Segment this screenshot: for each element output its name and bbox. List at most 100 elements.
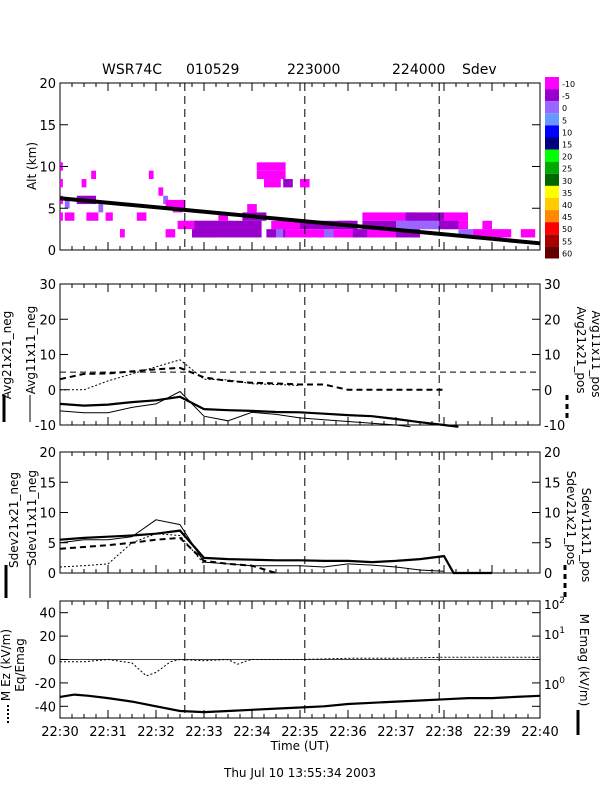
y-tick-label-right: -10 [544,419,565,434]
y-tick-label-right: 20 [544,313,561,328]
header-radar: WSR74C [102,62,162,78]
series-line-sdev11x11-pos [59,533,205,568]
altitude-cell [362,212,416,221]
colorbar-swatch [545,101,559,114]
colorbar-label: 50 [562,225,572,234]
y-tick-label: 20 [39,77,56,92]
tick-marks [59,82,541,718]
altitude-cell [396,220,411,230]
y-tick-label: 15 [39,119,56,134]
altitude-cell [60,179,63,188]
y-tick-label: -20 [35,677,56,692]
flight-track-line [59,196,541,246]
legend-swatches [2,395,580,735]
y-tick-label-right: 10 [544,507,561,522]
altitude-cell [439,220,459,230]
altitude-cell [482,220,492,230]
altitude-cell [410,220,440,230]
y-tick-label: 0 [48,384,56,399]
y-tick-label-right: 10 [544,349,561,364]
x-tick-label: 22:40 [521,725,558,740]
altitude-cell [324,229,334,238]
altitude-cell [177,220,197,230]
colorbar-label: 40 [562,201,572,210]
x-tick-label: 22:32 [137,725,174,740]
colorbar-label: 20 [562,153,572,162]
series-line-eq-emag [60,656,540,677]
altitude-cell [60,212,63,221]
altitude-cell [300,179,310,188]
colorbar-swatch [545,185,559,198]
colorbar-label: 60 [562,249,572,258]
sdev-right-label-2: Sdev11x11_pos [579,488,593,583]
colorbar-label: -10 [562,80,575,89]
y-tick-label: 5 [48,537,56,552]
y-tick-label: 40 [39,607,56,622]
y-tick-label-log: 102 [544,596,565,612]
avg-left-label-2: Avg11x11_neg [24,306,38,394]
colorbar-swatch [545,246,559,259]
footer-timestamp: Thu Jul 10 13:55:34 2003 [223,766,376,780]
altitude-cell [81,179,87,188]
series-line-avg11x11-neg [59,390,411,428]
sdev-left-label-2: Sdev11x11_neg [25,470,39,566]
tick-labels: 05101520-10010203005101520-40-2002040-10… [35,77,566,740]
y-tick-label-right: 15 [544,476,561,491]
y-tick-label: 0 [48,567,56,582]
altitude-cell [283,179,293,188]
altitude-cell [405,212,444,221]
series-line-sdev21x21-pos [59,536,277,574]
y-tick-label: 20 [39,630,56,645]
colorbar-swatch [545,137,559,150]
x-tick-label: 22:33 [185,725,222,740]
colorbar-label: -5 [562,92,570,101]
series-line-avg21x21-pos [59,366,444,391]
series-line-avg21x21-neg [59,395,459,428]
x-tick-label: 22:38 [425,725,462,740]
panel-avg-frame [59,283,541,426]
colorbar-label: 55 [562,237,572,246]
avg-right-label-2: Avg11x11_pos [589,310,600,397]
altitude-ylabel: Alt (km) [25,142,39,190]
colorbar-swatch [545,161,559,174]
altitude-cell [520,229,536,238]
altitude-cell [91,170,96,180]
altitude-cell [276,229,284,238]
header-date: 010529 [186,62,239,78]
colorbar-swatch [545,173,559,186]
y-tick-label: -10 [35,419,56,434]
event-markers [184,83,440,718]
altitude-cell [148,170,154,180]
altitude-cell [458,229,473,238]
series-line-sdev11x11-neg [59,519,445,572]
altitude-cell [165,229,176,238]
y-tick-label-right: 20 [544,446,561,461]
x-tick-label: 22:36 [329,725,366,740]
colorbar-swatch [545,234,559,247]
altitude-cell [271,220,300,230]
colorbar-label: 45 [562,213,572,222]
y-tick-label: 5 [48,202,56,217]
altitude-cell [158,187,164,196]
altitude-cells [60,162,536,238]
altitude-cell [120,229,125,238]
colorbar-label: 35 [562,189,572,198]
y-tick-label: 10 [39,349,56,364]
y-tick-label-log: 101 [544,626,565,642]
header-time-end: 224000 [392,62,445,78]
colorbar-swatch [545,149,559,162]
avg-left-label-1: Avg21x21_neg [0,311,14,399]
colorbar-label: 25 [562,165,572,174]
colorbar-swatch [545,77,559,90]
header-time-start: 223000 [287,62,340,78]
altitude-cell [64,212,75,221]
x-tick-label: 22:30 [41,725,78,740]
x-axis-label: Time (UT) [270,739,330,753]
series-line-avg11x11-pos [60,359,301,391]
y-tick-label: 15 [39,476,56,491]
colorbar-swatch [545,89,559,102]
x-tick-label: 22:34 [233,725,270,740]
y-tick-label: 20 [39,313,56,328]
altitude-cell [136,212,147,221]
